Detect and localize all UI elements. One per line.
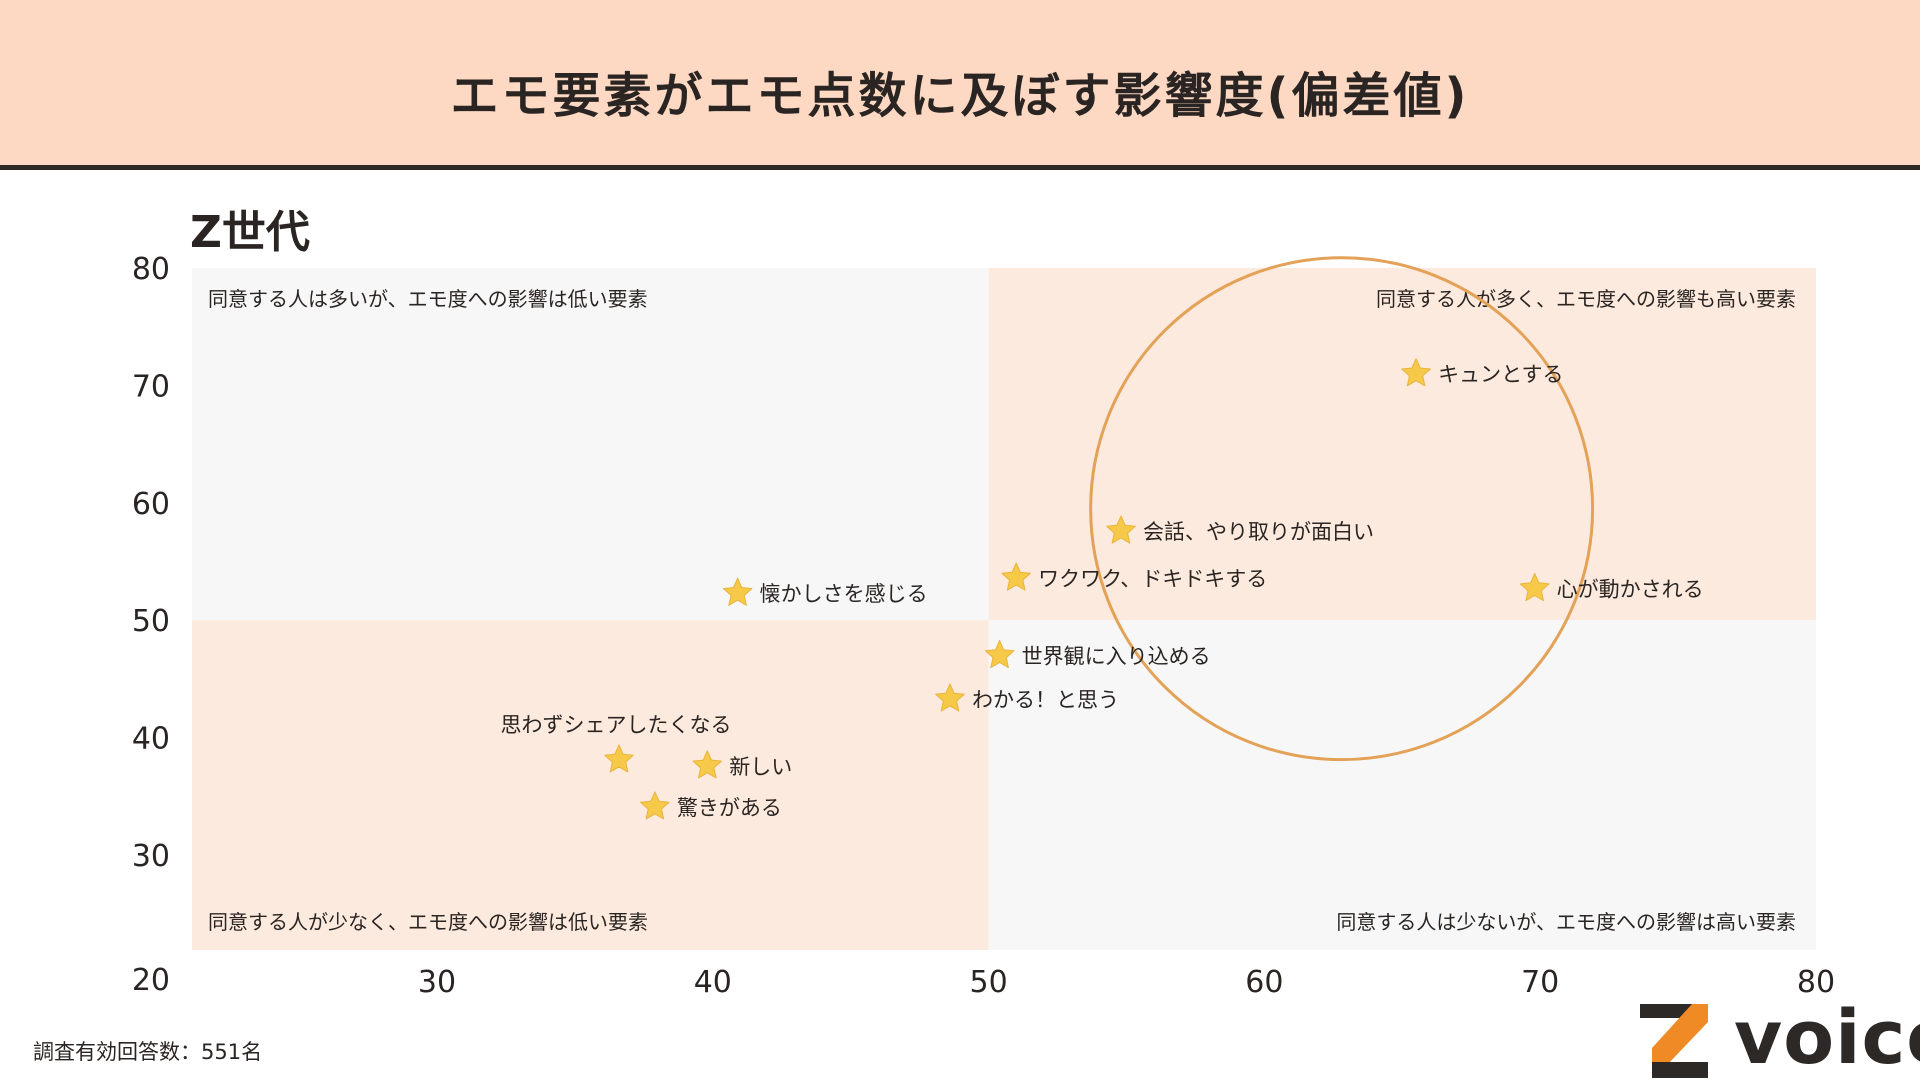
x-tick-label: 80 <box>1797 965 1835 1000</box>
quadrant-label-top-left: 同意する人は多いが、エモ度への影響は低い要素 <box>208 287 648 311</box>
point-label: 心が動かされる <box>1557 578 1704 602</box>
star-marker <box>722 577 753 606</box>
x-tick-label: 60 <box>1245 965 1283 1000</box>
point-label: 驚きがある <box>677 796 782 820</box>
origin-tick-label: 20 <box>132 963 170 998</box>
logo-wordmark: voice <box>1734 995 1920 1081</box>
quadrant-label-top-right: 同意する人が多く、エモ度への影響も高い要素 <box>1376 287 1796 311</box>
quadrant-label-bottom-left: 同意する人が少なく、エモ度への影響は低い要素 <box>208 910 648 934</box>
quadrant-bottom-right <box>988 620 1816 950</box>
y-tick-label: 70 <box>132 369 170 404</box>
point-label: 新しい <box>729 755 792 779</box>
star-marker <box>604 744 634 773</box>
star-marker <box>935 683 965 712</box>
y-tick-label: 50 <box>132 604 170 639</box>
star-marker <box>1106 515 1136 544</box>
point-label: ワクワク、ドキドキする <box>1038 567 1267 591</box>
highlight-circle <box>1089 256 1595 762</box>
quadrant-bottom-left <box>192 620 989 950</box>
z-logo-icon <box>1640 1004 1708 1078</box>
y-tick-label: 60 <box>132 487 170 522</box>
star-marker <box>1401 358 1431 387</box>
point-label: わかる！と思う <box>972 688 1119 712</box>
survey-note: 調査有効回答数：551名 <box>33 1040 263 1064</box>
point-label: 世界観に入り込める <box>1022 644 1211 668</box>
y-tick-label: 30 <box>132 839 170 874</box>
point-label: キュンとする <box>1438 363 1563 387</box>
quadrant-top-left <box>192 268 989 621</box>
star-marker <box>692 750 722 779</box>
y-tick-label: 40 <box>132 722 170 757</box>
point-label: 懐かしさを感じる <box>760 582 928 606</box>
star-marker <box>640 791 670 820</box>
quadrant-label-bottom-right: 同意する人は少ないが、エモ度への影響は高い要素 <box>1336 910 1796 934</box>
x-tick-label: 70 <box>1521 965 1559 1000</box>
x-tick-label: 50 <box>970 965 1008 1000</box>
quadrant-top-right <box>988 268 1816 621</box>
point-label: 思わずシェアしたくなる <box>501 713 732 737</box>
star-marker <box>1519 573 1550 602</box>
star-marker <box>1001 562 1031 591</box>
star-marker <box>984 639 1015 669</box>
zvoice-logo: voice <box>1638 996 1920 1080</box>
x-tick-label: 30 <box>418 965 456 1000</box>
point-label: 会話、やり取りが面白い <box>1143 520 1374 544</box>
y-tick-label: 80 <box>132 252 170 287</box>
x-tick-label: 40 <box>694 965 732 1000</box>
page-title: エモ要素がエモ点数に及ぼす影響度(偏差値) <box>450 68 1470 124</box>
chart-subtitle: Z世代 <box>190 207 310 258</box>
title-banner: エモ要素がエモ点数に及ぼす影響度(偏差値) <box>0 0 1920 170</box>
